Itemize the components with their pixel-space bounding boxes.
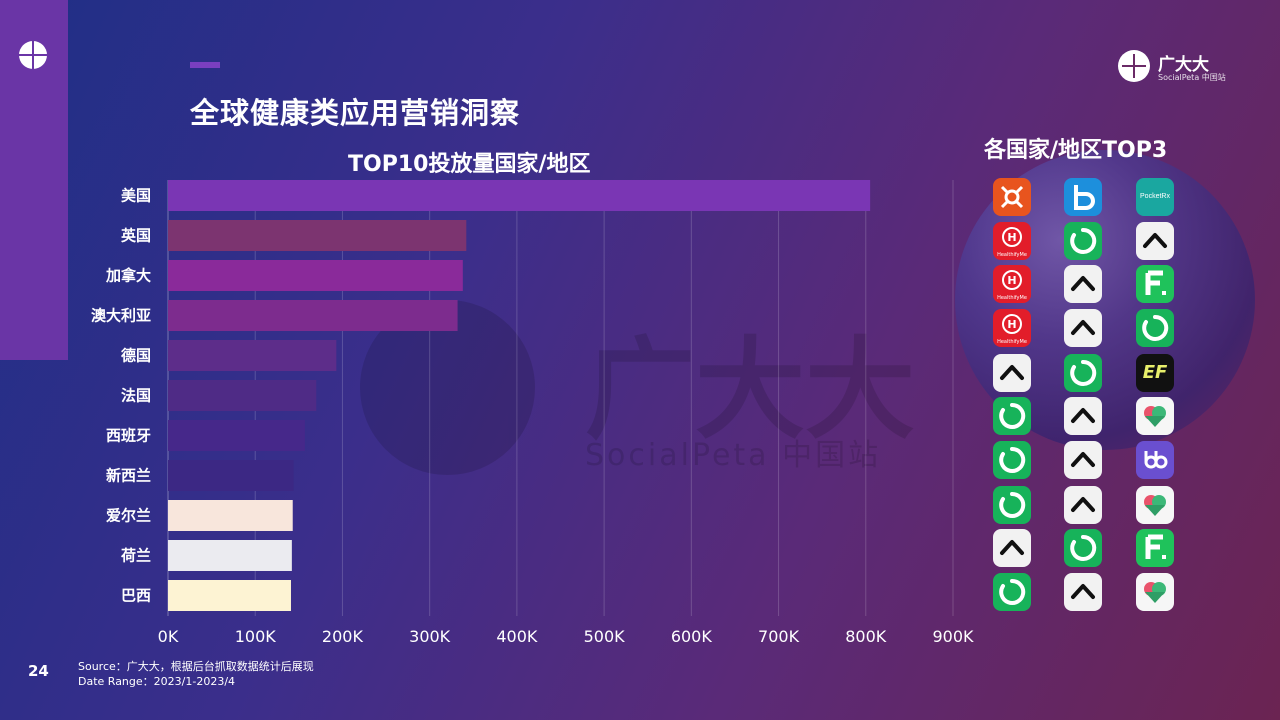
white-chevron-app-icon [1064,397,1102,435]
category-label: 爱尔兰 [106,507,151,525]
green-ring-app-icon [993,397,1031,435]
green-ring-app-icon [993,441,1031,479]
pocketrx-app-icon: PocketRx [1136,178,1174,216]
svg-text:HealthifyMe: HealthifyMe [997,252,1027,258]
category-label: 巴西 [121,587,151,605]
white-chevron-app-icon [993,354,1031,392]
green-f-app-icon [1136,265,1174,303]
category-label: 荷兰 [121,547,151,565]
x-tick-label: 800K [845,627,887,646]
white-chevron-app-icon [1064,486,1102,524]
ef-app-icon: EF [1136,354,1174,392]
page-number: 24 [28,662,49,680]
bar-1 [168,180,871,211]
white-chevron-app-icon [1136,222,1174,260]
green-ring-app-icon [993,573,1031,611]
category-label: 新西兰 [106,467,151,485]
bar-2 [168,220,467,251]
x-tick-label: 600K [671,627,713,646]
x-tick-label: 300K [409,627,451,646]
green-ring-app-icon [1064,354,1102,392]
bar-9 [168,500,293,531]
orange-hub-app-icon [993,178,1031,216]
category-label: 澳大利亚 [91,307,151,325]
white-chevron-app-icon [1064,309,1102,347]
heart-leaf-app-icon [1136,397,1174,435]
white-chevron-app-icon [1064,441,1102,479]
x-tick-label: 200K [322,627,364,646]
corner-logo-icon [19,41,47,69]
bar-7 [168,420,305,451]
bar-5 [168,340,337,371]
green-ring-app-icon [1136,309,1174,347]
white-chevron-app-icon [993,529,1031,567]
svg-text:H: H [1007,274,1016,287]
category-label: 德国 [121,347,151,365]
x-tick-label: 700K [758,627,800,646]
green-ring-app-icon [993,486,1031,524]
x-tick-label: 900K [932,627,974,646]
bar-11 [168,580,291,611]
category-label: 法国 [121,387,151,405]
category-label: 加拿大 [105,267,151,285]
x-tick-label: 100K [235,627,277,646]
white-chevron-app-icon [1064,573,1102,611]
x-tick-label: 0K [158,627,179,646]
x-tick-label: 400K [496,627,538,646]
white-chevron-app-icon [1064,265,1102,303]
heart-leaf-app-icon [1136,573,1174,611]
green-f-app-icon [1136,529,1174,567]
heart-leaf-app-icon [1136,486,1174,524]
category-label: 英国 [121,227,151,245]
healthifyme-app-icon: H HealthifyMe [993,222,1031,260]
source-note: Source：广大大，根据后台抓取数据统计后展现 Date Range：2023… [78,659,314,689]
page-title: 全球健康类应用营销洞察 [190,96,521,130]
green-ring-app-icon [1064,529,1102,567]
bar-chart: 0K 100K 200K 300K 400K 500K 600K 700K 800K 900K 美国… [91,180,974,646]
chart-title: TOP10投放量国家/地区 [348,152,591,177]
svg-text:H: H [1007,318,1016,331]
brand-subtitle: SocialPeta 中国站 [1158,73,1226,82]
purple-bb-app-icon [1136,441,1174,479]
date-range-text: Date Range：2023/1-2023/4 [78,675,236,688]
source-text: Source：广大大，根据后台抓取数据统计后展现 [78,660,314,673]
bar-6 [168,380,317,411]
category-label: 美国 [121,187,151,205]
healthifyme-app-icon: H HealthifyMe [993,309,1031,347]
bar-4 [168,300,458,331]
bar-10 [168,540,292,571]
category-label: 西班牙 [106,427,151,445]
x-tick-label: 500K [584,627,626,646]
healthifyme-app-icon: H HealthifyMe [993,265,1031,303]
top3-panel-title: 各国家/地区TOP3 [984,138,1168,163]
svg-text:H: H [1007,231,1016,244]
blue-b-app-icon [1064,178,1102,216]
brand-icon [1118,50,1150,82]
bar-8 [168,460,294,491]
title-accent-bar [190,62,220,68]
brand-name: 广大大 [1158,55,1209,75]
bar-3 [168,260,463,291]
svg-text:HealthifyMe: HealthifyMe [997,295,1027,301]
svg-text:HealthifyMe: HealthifyMe [997,339,1027,345]
green-ring-app-icon [1064,222,1102,260]
